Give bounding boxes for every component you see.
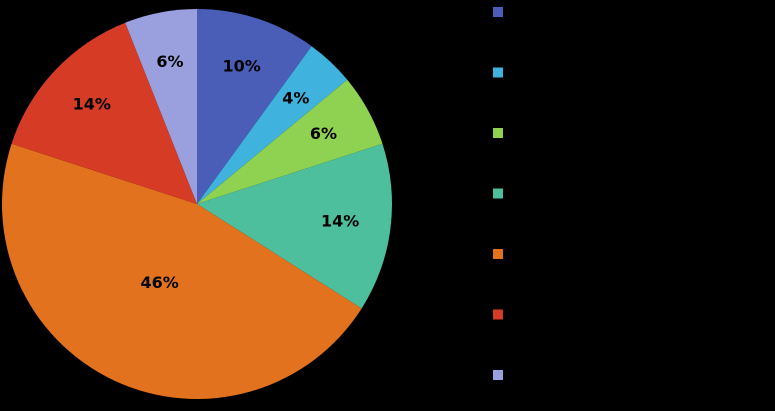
legend-marker [493, 128, 503, 138]
legend-marker [493, 370, 503, 380]
pie-slice [197, 143, 392, 309]
pie-slice [1, 143, 362, 400]
data-label: 14% [321, 212, 359, 231]
legend-marker [493, 309, 503, 320]
data-label: 10% [222, 56, 260, 75]
data-label: 6% [156, 52, 183, 71]
legend-marker [493, 188, 503, 199]
pie-slice [125, 9, 197, 204]
pie-slice [197, 79, 383, 204]
pie-slice [197, 46, 348, 205]
data-label: 46% [140, 273, 178, 292]
data-label: 4% [282, 88, 309, 107]
pie-slice [11, 22, 198, 204]
legend-marker [493, 7, 503, 17]
data-label: 14% [73, 95, 111, 114]
legend-marker [493, 67, 503, 78]
data-label: 6% [310, 124, 337, 143]
pie-slice [197, 9, 312, 204]
legend-marker [493, 249, 503, 259]
